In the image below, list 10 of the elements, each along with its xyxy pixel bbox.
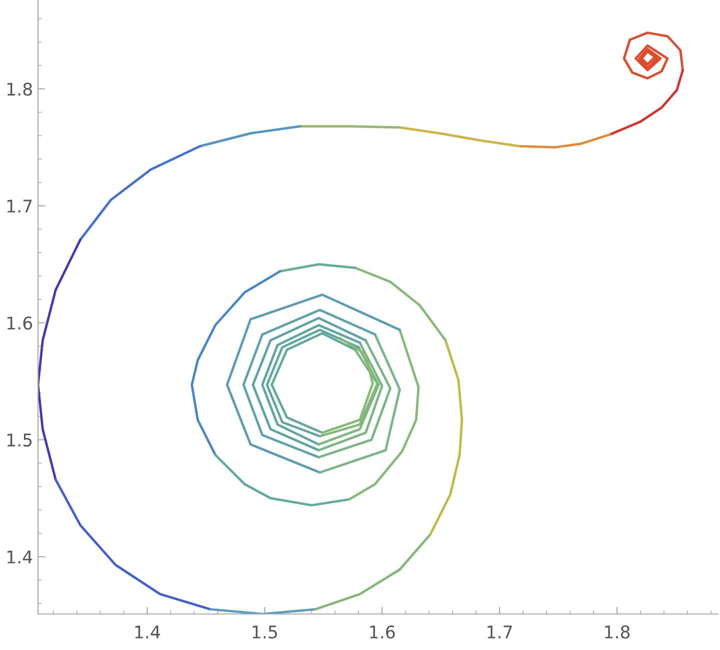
y-tick-label: 1.8 (7, 82, 32, 96)
x-tick-label: 1.6 (370, 625, 395, 639)
y-tick-label: 1.7 (7, 200, 32, 212)
y-tick-label: 1.5 (7, 434, 32, 447)
x-tick-label: 1.7 (488, 626, 512, 638)
x-tick-label: 1.5 (252, 626, 277, 639)
y-tick-label: 1.6 (7, 316, 32, 330)
x-tick-label: 1.4 (135, 626, 160, 638)
x-tick-label: 1.8 (605, 625, 630, 639)
y-tick-label: 1.4 (7, 550, 32, 564)
